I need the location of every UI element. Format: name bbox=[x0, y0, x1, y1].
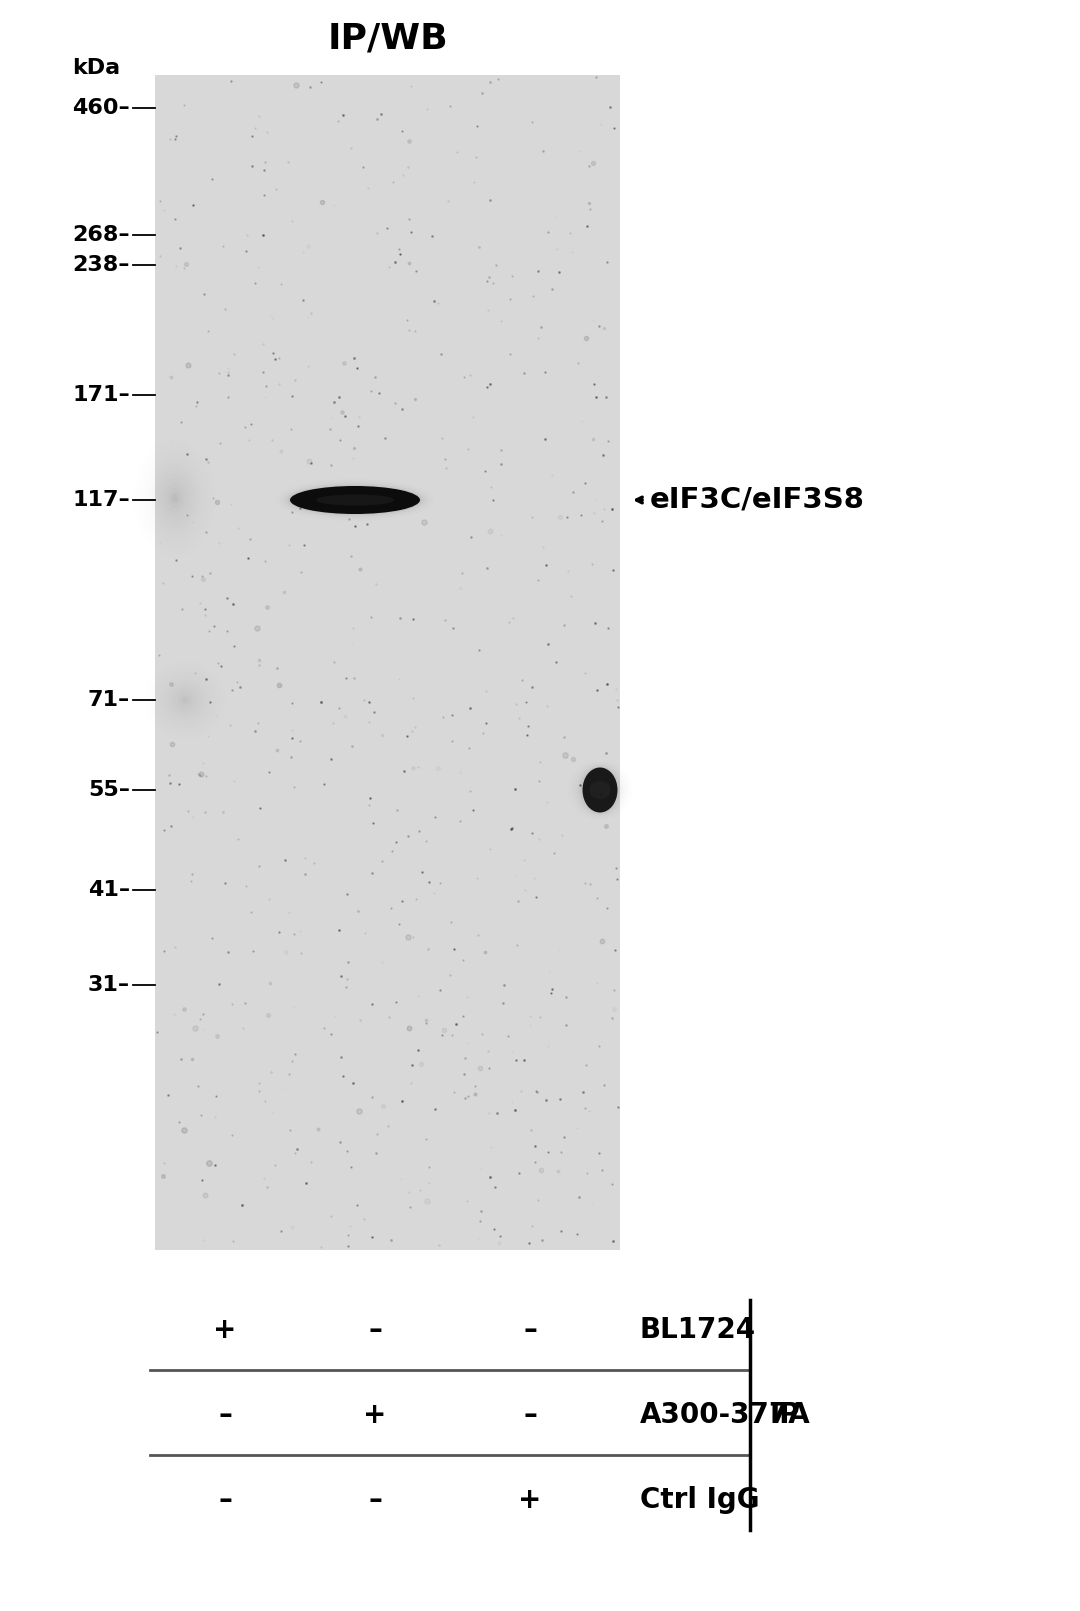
Bar bbox=[156, 76, 620, 1250]
Ellipse shape bbox=[291, 487, 420, 514]
Text: 55–: 55– bbox=[87, 780, 130, 801]
Text: –: – bbox=[523, 1316, 537, 1344]
Text: 117–: 117– bbox=[72, 490, 130, 511]
Text: +: + bbox=[214, 1316, 237, 1344]
Text: IP/WB: IP/WB bbox=[327, 21, 448, 55]
Text: +: + bbox=[518, 1485, 542, 1514]
Text: eIF3C/eIF3S8: eIF3C/eIF3S8 bbox=[650, 487, 865, 514]
Text: –: – bbox=[523, 1402, 537, 1429]
Text: BL1724: BL1724 bbox=[640, 1316, 756, 1344]
Text: +: + bbox=[363, 1402, 387, 1429]
Text: IP: IP bbox=[770, 1402, 800, 1429]
Text: 71–: 71– bbox=[87, 690, 130, 710]
Text: 268–: 268– bbox=[72, 226, 130, 245]
Ellipse shape bbox=[316, 495, 394, 506]
Text: A300-377A: A300-377A bbox=[640, 1402, 811, 1429]
Ellipse shape bbox=[582, 767, 618, 812]
Text: –: – bbox=[218, 1485, 232, 1514]
Text: –: – bbox=[218, 1402, 232, 1429]
Text: 31–: 31– bbox=[87, 975, 130, 996]
Text: Ctrl IgG: Ctrl IgG bbox=[640, 1485, 759, 1514]
Text: –: – bbox=[368, 1485, 382, 1514]
Text: –: – bbox=[368, 1316, 382, 1344]
Text: 238–: 238– bbox=[72, 255, 130, 275]
Text: 460–: 460– bbox=[72, 98, 130, 118]
Text: 171–: 171– bbox=[72, 385, 130, 404]
Text: kDa: kDa bbox=[72, 58, 120, 77]
Ellipse shape bbox=[590, 781, 610, 799]
Text: 41–: 41– bbox=[87, 880, 130, 901]
